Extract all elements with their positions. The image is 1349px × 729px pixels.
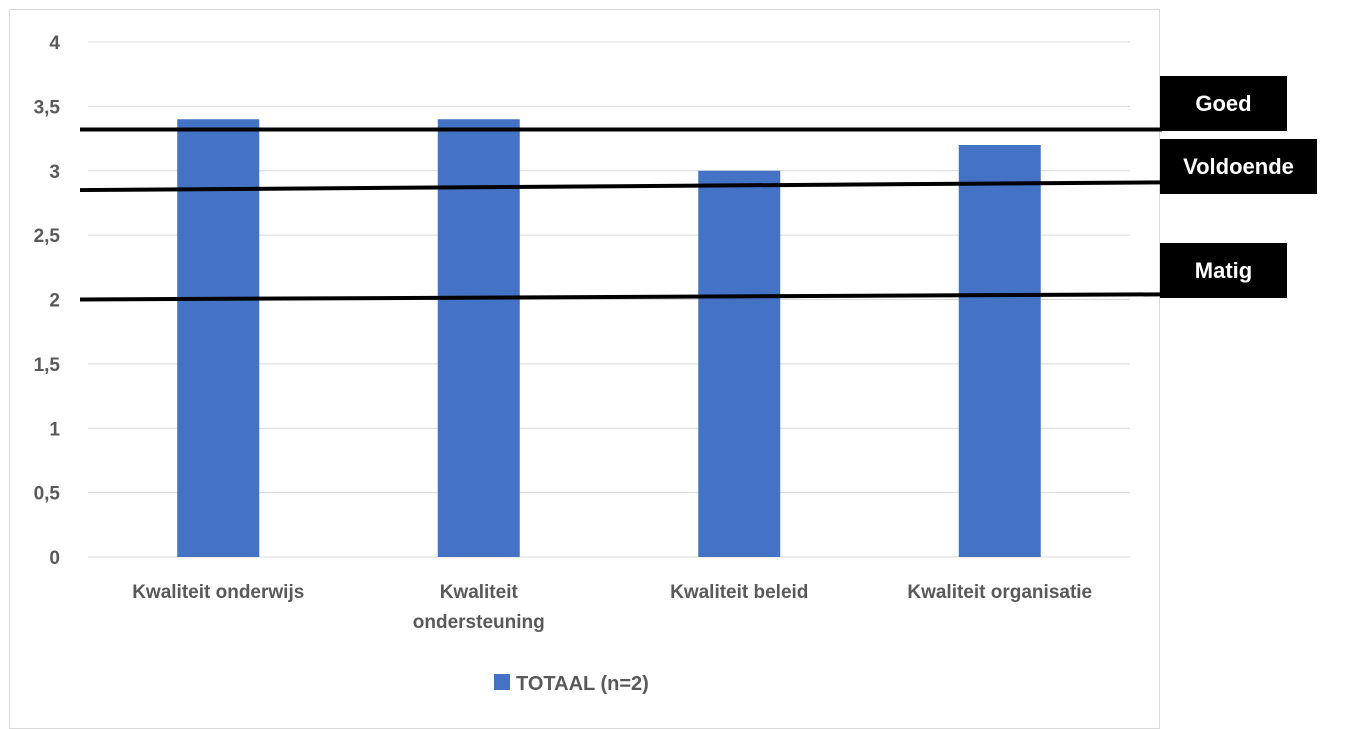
bars xyxy=(177,119,1041,557)
x-category-label: ondersteuning xyxy=(413,612,545,633)
gridlines xyxy=(88,41,1130,558)
x-category-label: Kwaliteit organisatie xyxy=(907,582,1092,603)
bar xyxy=(437,119,520,557)
threshold-label-goed: Goed xyxy=(1160,76,1287,131)
y-tick-label: 4 xyxy=(49,33,60,54)
bar xyxy=(177,119,260,557)
y-axis-ticks: 0 0,5 1 1,5 2 2,5 3 3,5 4 xyxy=(34,33,61,569)
legend-swatch xyxy=(494,674,510,690)
threshold-label-matig: Matig xyxy=(1160,243,1287,298)
y-tick-label: 0,5 xyxy=(34,484,61,505)
legend: TOTAAL (n=2) xyxy=(494,673,649,695)
y-tick-label: 3 xyxy=(49,162,60,183)
x-category-label: Kwaliteit beleid xyxy=(670,582,808,603)
bar xyxy=(698,170,781,557)
threshold-line xyxy=(79,292,1163,302)
threshold-line xyxy=(79,180,1163,193)
y-tick-label: 2 xyxy=(49,291,60,312)
y-tick-label: 0 xyxy=(49,548,60,569)
bar xyxy=(958,145,1041,557)
x-axis-categories: Kwaliteit onderwijs Kwaliteit ondersteunin… xyxy=(132,582,1092,633)
y-tick-label: 2,5 xyxy=(34,226,61,247)
y-tick-label: 1 xyxy=(49,419,60,440)
y-tick-label: 3,5 xyxy=(34,97,61,118)
x-category-label: Kwaliteit onderwijs xyxy=(132,582,304,603)
y-tick-label: 1,5 xyxy=(34,355,61,376)
x-category-label: Kwaliteit xyxy=(440,582,519,603)
legend-label: TOTAAL (n=2) xyxy=(516,673,649,695)
threshold-label-voldoende: Voldoende xyxy=(1160,139,1317,194)
threshold-lines xyxy=(79,127,1163,302)
